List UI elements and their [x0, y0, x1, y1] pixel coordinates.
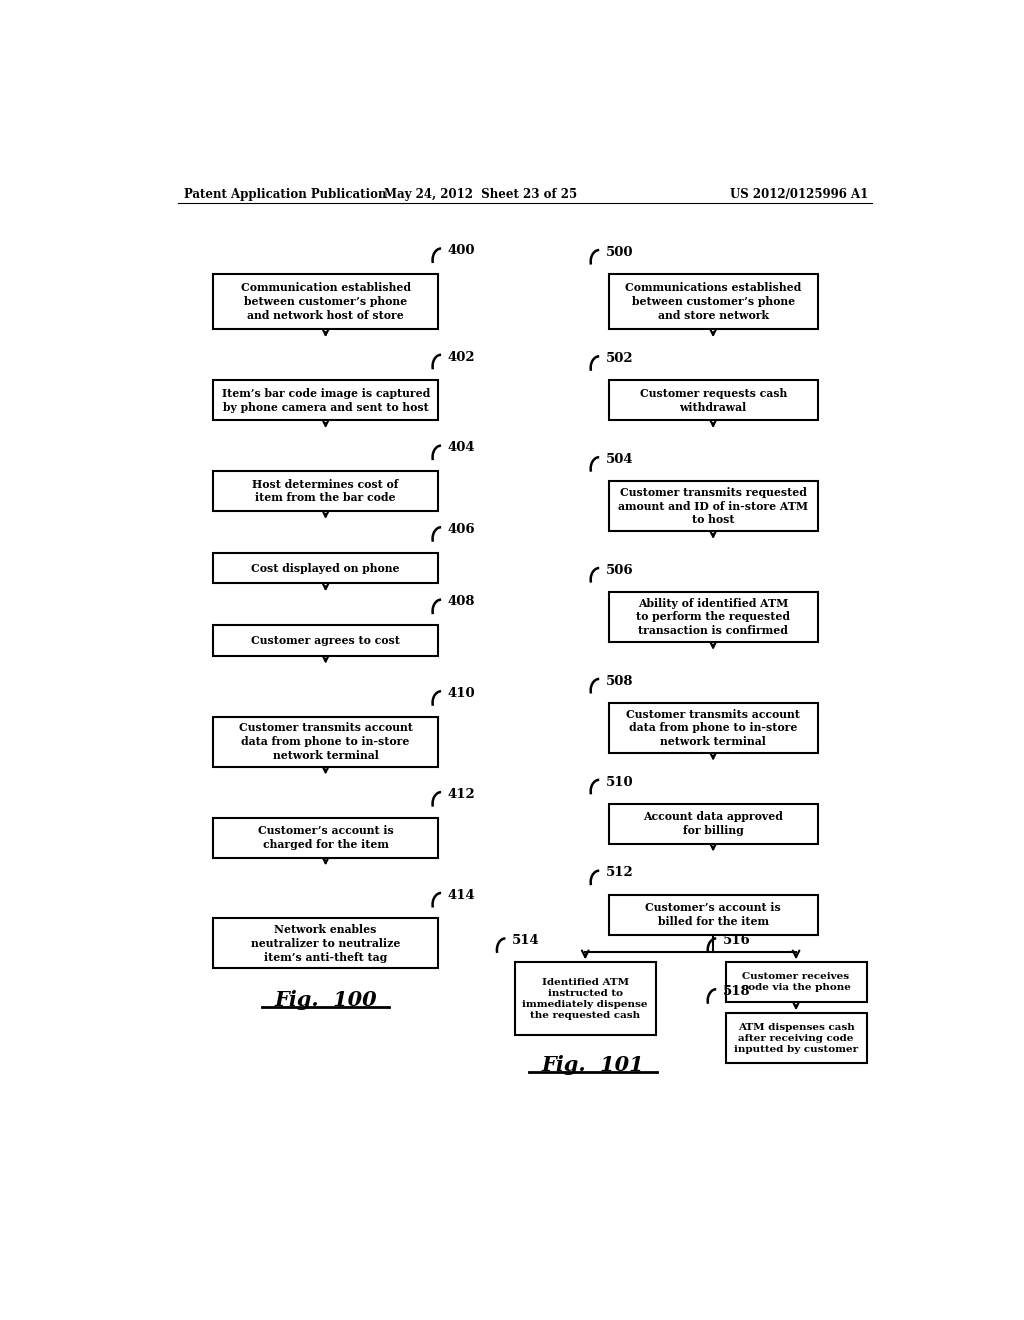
- FancyBboxPatch shape: [608, 591, 818, 642]
- Text: Fig.  100: Fig. 100: [274, 990, 377, 1010]
- Text: Customer requests cash
withdrawal: Customer requests cash withdrawal: [640, 388, 786, 413]
- FancyBboxPatch shape: [213, 919, 438, 969]
- FancyBboxPatch shape: [213, 553, 438, 583]
- Text: 414: 414: [447, 888, 475, 902]
- FancyBboxPatch shape: [608, 480, 818, 531]
- Text: 402: 402: [447, 351, 475, 363]
- FancyBboxPatch shape: [213, 717, 438, 767]
- Text: 518: 518: [722, 985, 750, 998]
- Text: 406: 406: [447, 523, 475, 536]
- Text: Item’s bar code image is captured
by phone camera and sent to host: Item’s bar code image is captured by pho…: [221, 388, 430, 413]
- Text: ATM dispenses cash
after receiving code
inputted by customer: ATM dispenses cash after receiving code …: [734, 1023, 858, 1053]
- Text: 500: 500: [605, 246, 633, 259]
- FancyBboxPatch shape: [213, 380, 438, 420]
- Text: Customer transmits requested
amount and ID of in-store ATM
to host: Customer transmits requested amount and …: [618, 487, 808, 525]
- FancyBboxPatch shape: [213, 275, 438, 330]
- Text: Customer receives
code via the phone: Customer receives code via the phone: [741, 973, 851, 993]
- Text: 510: 510: [605, 776, 633, 788]
- Text: 502: 502: [605, 352, 633, 366]
- Text: 410: 410: [447, 686, 475, 700]
- Text: 504: 504: [605, 453, 633, 466]
- Text: Fig.  101: Fig. 101: [542, 1055, 644, 1074]
- Text: 412: 412: [447, 788, 475, 801]
- Text: 506: 506: [605, 564, 633, 577]
- Text: Communications established
between customer’s phone
and store network: Communications established between custo…: [625, 282, 801, 321]
- FancyBboxPatch shape: [726, 962, 866, 1002]
- Text: Patent Application Publication: Patent Application Publication: [183, 187, 386, 201]
- Text: 514: 514: [512, 935, 540, 948]
- Text: 508: 508: [605, 675, 633, 688]
- FancyBboxPatch shape: [515, 962, 655, 1035]
- Text: US 2012/0125996 A1: US 2012/0125996 A1: [730, 187, 868, 201]
- Text: May 24, 2012  Sheet 23 of 25: May 24, 2012 Sheet 23 of 25: [384, 187, 578, 201]
- Text: Identified ATM
instructed to
immediately dispense
the requested cash: Identified ATM instructed to immediately…: [522, 978, 648, 1020]
- Text: Cost displayed on phone: Cost displayed on phone: [251, 562, 400, 574]
- FancyBboxPatch shape: [213, 817, 438, 858]
- Text: Customer’s account is
billed for the item: Customer’s account is billed for the ite…: [645, 902, 781, 927]
- Text: Account data approved
for billing: Account data approved for billing: [643, 812, 783, 836]
- FancyBboxPatch shape: [608, 380, 818, 420]
- Text: 408: 408: [447, 595, 475, 609]
- FancyBboxPatch shape: [213, 471, 438, 511]
- Text: Customer’s account is
charged for the item: Customer’s account is charged for the it…: [258, 825, 393, 850]
- FancyBboxPatch shape: [608, 702, 818, 752]
- Text: Host determines cost of
item from the bar code: Host determines cost of item from the ba…: [253, 479, 398, 503]
- FancyBboxPatch shape: [726, 1014, 866, 1063]
- FancyBboxPatch shape: [608, 895, 818, 935]
- Text: Customer transmits account
data from phone to in-store
network terminal: Customer transmits account data from pho…: [627, 709, 800, 747]
- Text: Customer agrees to cost: Customer agrees to cost: [251, 635, 400, 645]
- Text: Customer transmits account
data from phone to in-store
network terminal: Customer transmits account data from pho…: [239, 722, 413, 760]
- Text: 404: 404: [447, 441, 475, 454]
- FancyBboxPatch shape: [213, 626, 438, 656]
- Text: Communication established
between customer’s phone
and network host of store: Communication established between custom…: [241, 282, 411, 321]
- FancyBboxPatch shape: [608, 275, 818, 330]
- Text: 400: 400: [447, 244, 475, 257]
- Text: 512: 512: [605, 866, 633, 879]
- Text: Network enables
neutralizer to neutralize
item’s anti-theft tag: Network enables neutralizer to neutraliz…: [251, 924, 400, 962]
- Text: 516: 516: [722, 935, 751, 948]
- FancyBboxPatch shape: [608, 804, 818, 843]
- Text: Ability of identified ATM
to perform the requested
transaction is confirmed: Ability of identified ATM to perform the…: [636, 598, 791, 636]
